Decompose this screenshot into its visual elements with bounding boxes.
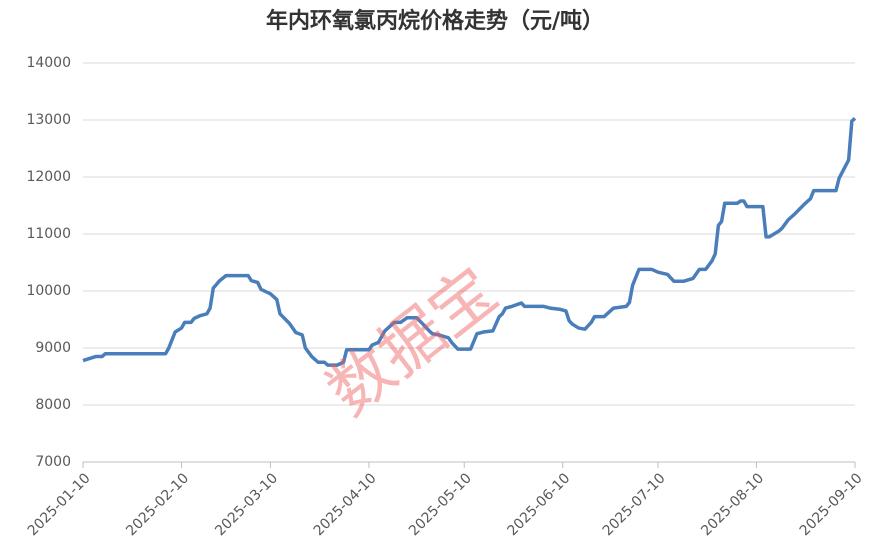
y-tick-label: 13000 — [26, 112, 71, 128]
line — [82, 116, 857, 367]
watermark: 数据宝 — [314, 254, 511, 431]
x-tick-label: 2025-06-10 — [505, 470, 574, 539]
x-tick-label: 2025-09-10 — [797, 470, 866, 539]
y-tick-label: 12000 — [26, 169, 71, 185]
chart-title: 年内环氧氯丙烷价格走势（元/吨） — [266, 8, 604, 34]
x-tick-label: 2025-04-10 — [311, 470, 380, 539]
x-tick-label: 2025-08-10 — [698, 470, 767, 539]
y-tick-label: 9000 — [35, 340, 71, 356]
y-tick-label: 11000 — [26, 226, 71, 242]
y-tick-label: 7000 — [35, 454, 71, 470]
x-tick-label: 2025-07-10 — [600, 470, 669, 539]
x-tick-label: 2025-03-10 — [212, 470, 281, 539]
x-tick-label: 2025-01-10 — [25, 470, 94, 539]
y-tick-label: 14000 — [26, 55, 71, 71]
y-tick-label: 10000 — [26, 283, 71, 299]
x-tick-label: 2025-05-10 — [406, 470, 475, 539]
y-tick-label: 8000 — [35, 397, 71, 413]
x-tick-label: 2025-02-10 — [123, 470, 192, 539]
